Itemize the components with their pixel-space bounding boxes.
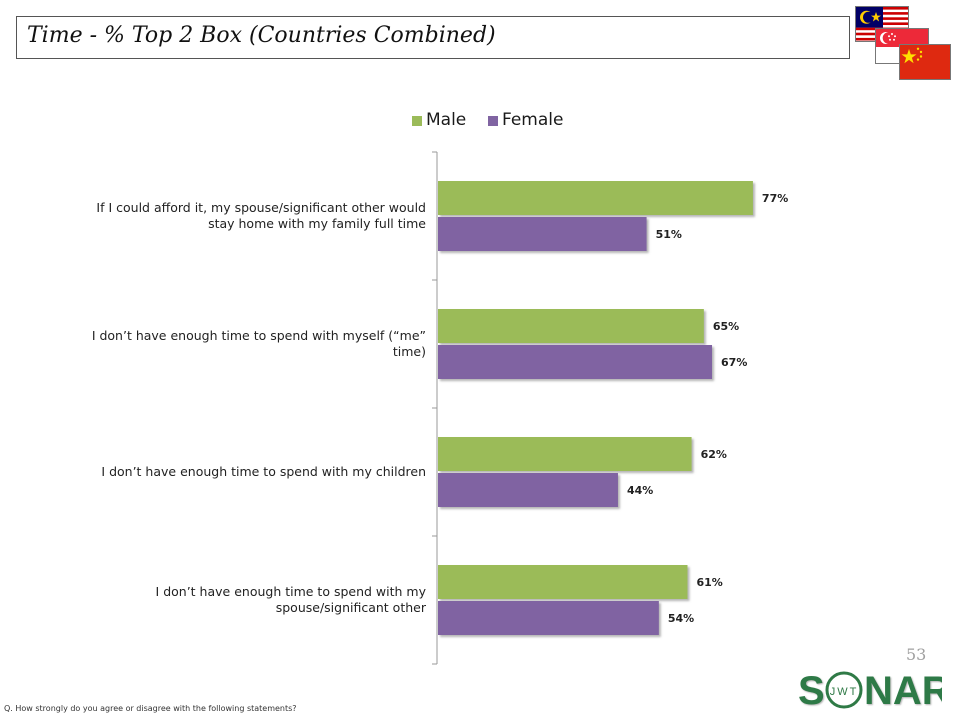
bar-male: [438, 181, 753, 215]
page-number: 53: [906, 645, 927, 664]
category-label-line: stay home with my family full time: [208, 216, 426, 231]
category-label-line: If I could afford it, my spouse/signific…: [96, 200, 426, 215]
flags-group: [855, 6, 955, 82]
data-label-male: 61%: [696, 576, 722, 589]
sonar-logo: S JWT NAR: [796, 660, 951, 716]
category-label-line: spouse/significant other: [276, 600, 427, 615]
category-label-line: I don’t have enough time to spend with m…: [92, 328, 426, 343]
category-label: I don’t have enough time to spend with m…: [156, 584, 427, 615]
data-label-female: 54%: [668, 612, 694, 625]
page-title: Time - % Top 2 Box (Countries Combined): [27, 23, 496, 48]
bar-male: [438, 437, 692, 471]
data-label-female: 51%: [656, 228, 682, 241]
bar-male: [438, 309, 704, 343]
svg-text:S: S: [798, 669, 825, 713]
china-flag-icon: [899, 44, 951, 80]
category-label-line: time): [393, 344, 426, 359]
category-label: If I could afford it, my spouse/signific…: [96, 200, 426, 231]
legend-label-male: Male: [426, 110, 467, 130]
data-label-male: 62%: [701, 448, 727, 461]
bar-female: [438, 345, 713, 379]
footnote: Q. How strongly do you agree or disagree…: [4, 704, 297, 713]
data-label-male: 77%: [762, 192, 788, 205]
svg-text:JWT: JWT: [830, 686, 859, 698]
category-label: I don’t have enough time to spend with m…: [92, 328, 426, 359]
legend-label-female: Female: [502, 110, 564, 130]
legend-swatch-male: [412, 116, 422, 126]
category-label-line: I don’t have enough time to spend with m…: [101, 464, 426, 479]
bar-female: [438, 601, 659, 635]
bar-female: [438, 217, 647, 251]
category-label: I don’t have enough time to spend with m…: [101, 464, 426, 479]
data-label-male: 65%: [713, 320, 739, 333]
legend-swatch-female: [488, 116, 498, 126]
category-label-line: I don’t have enough time to spend with m…: [156, 584, 427, 599]
data-label-female: 67%: [721, 356, 747, 369]
bar-female: [438, 473, 618, 507]
data-label-female: 44%: [627, 484, 653, 497]
title-box: Time - % Top 2 Box (Countries Combined): [16, 16, 850, 59]
svg-text:NAR: NAR: [864, 669, 942, 713]
bar-male: [438, 565, 688, 599]
